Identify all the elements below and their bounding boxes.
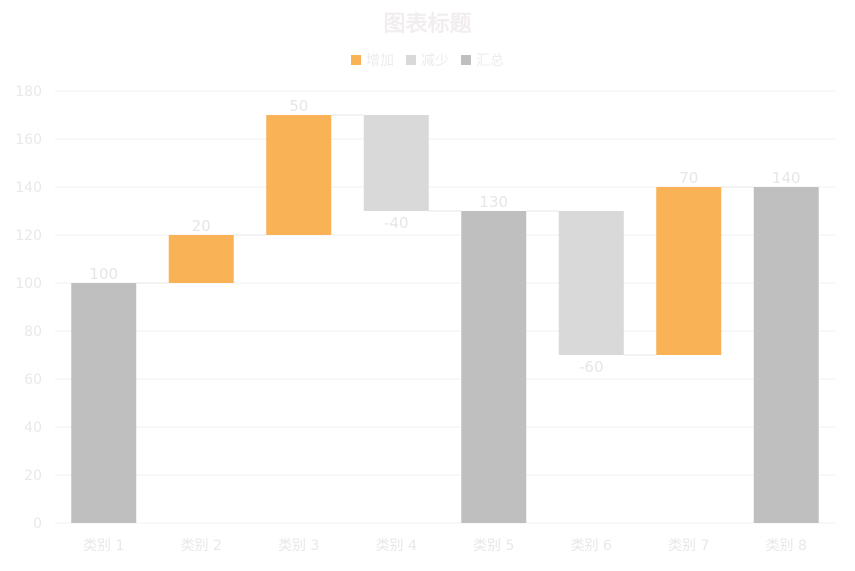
y-tick-label-160: 160 xyxy=(15,132,42,148)
x-tick-label-2: 类别 2 xyxy=(181,538,222,554)
legend-label-total: 汇总 xyxy=(476,53,504,69)
x-tick-label-3: 类别 3 xyxy=(278,538,319,554)
bar-3 xyxy=(266,115,332,235)
chart-title: 图表标题 xyxy=(383,12,472,37)
y-tick-label-60: 60 xyxy=(24,372,42,388)
legend-item-decrease: 减少 xyxy=(406,50,449,70)
bar-2 xyxy=(168,235,234,283)
y-tick-label-0: 0 xyxy=(33,516,42,532)
data-label-6: -60 xyxy=(579,358,604,376)
legend-swatch-increase xyxy=(351,55,361,65)
legend-item-total: 汇总 xyxy=(461,50,504,70)
data-label-2: 20 xyxy=(192,217,211,235)
data-label-5: 130 xyxy=(479,193,508,211)
x-tick-label-7: 类别 7 xyxy=(668,538,709,554)
y-tick-label-20: 20 xyxy=(24,468,42,484)
legend-label-decrease: 减少 xyxy=(421,53,449,69)
y-tick-label-100: 100 xyxy=(15,276,42,292)
data-label-8: 140 xyxy=(772,169,801,187)
y-tick-label-40: 40 xyxy=(24,420,42,436)
x-tick-label-5: 类别 5 xyxy=(473,538,514,554)
bar-6 xyxy=(558,211,624,355)
bar-8 xyxy=(753,187,819,523)
y-tick-label-80: 80 xyxy=(24,324,42,340)
bar-5 xyxy=(461,211,527,523)
x-tick-label-8: 类别 8 xyxy=(766,538,807,554)
data-label-1: 100 xyxy=(89,265,118,283)
data-label-4: -40 xyxy=(384,214,409,232)
x-tick-label-6: 类别 6 xyxy=(571,538,612,554)
y-tick-label-140: 140 xyxy=(15,180,42,196)
chart-legend: 增加 减少 汇总 xyxy=(0,50,855,70)
bar-7 xyxy=(656,187,722,355)
y-tick-label-120: 120 xyxy=(15,228,42,244)
x-tick-label-1: 类别 1 xyxy=(83,538,124,554)
legend-swatch-decrease xyxy=(406,55,416,65)
legend-label-increase: 增加 xyxy=(366,53,394,69)
data-label-3: 50 xyxy=(289,97,308,115)
legend-item-increase: 增加 xyxy=(351,50,394,70)
y-tick-label-180: 180 xyxy=(15,84,42,100)
bar-4 xyxy=(363,115,429,211)
x-tick-label-4: 类别 4 xyxy=(376,538,417,554)
legend-swatch-total xyxy=(461,55,471,65)
bar-1 xyxy=(71,283,137,523)
data-label-7: 70 xyxy=(679,169,698,187)
